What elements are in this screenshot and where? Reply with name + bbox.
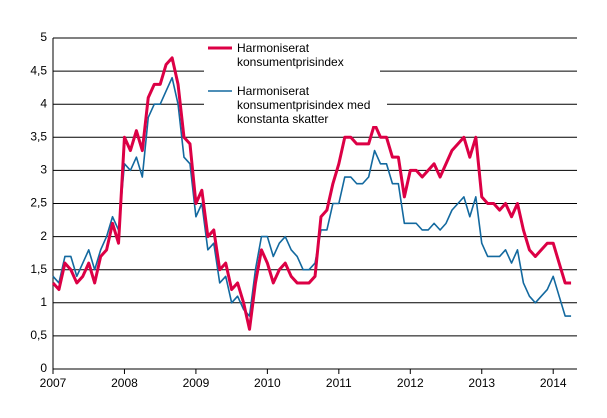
series-line	[51, 56, 572, 331]
series-line	[52, 76, 572, 317]
y-tick-label: 2,5	[30, 196, 47, 210]
x-tick-label: 2011	[326, 376, 352, 390]
y-tick-label: 1,5	[30, 262, 47, 276]
y-tick-label: 2	[40, 229, 47, 243]
y-tick-label: 0	[40, 361, 47, 375]
y-tick-label: 0,5	[30, 328, 47, 342]
y-tick-label: 1	[40, 295, 47, 309]
x-tick-label: 2009	[183, 376, 210, 390]
y-tick-label: 4,5	[30, 63, 47, 77]
x-tick-label: 2012	[397, 376, 424, 390]
x-tick-label: 2014	[540, 376, 567, 390]
y-tick-label: 5	[40, 30, 47, 44]
y-tick-label: 3	[40, 163, 47, 177]
legend-label: Harmoniserat konsumentprisindex	[237, 41, 387, 69]
x-tick-label: 2008	[111, 376, 138, 390]
x-tick-label: 2013	[468, 376, 495, 390]
x-tick-label: 2010	[254, 376, 281, 390]
y-tick-label: 4	[40, 96, 47, 110]
y-tick-label: 3,5	[30, 129, 47, 143]
legend-label: Harmoniserat konsumentprisindex med kons…	[237, 84, 387, 126]
x-tick-label: 2007	[40, 376, 67, 390]
